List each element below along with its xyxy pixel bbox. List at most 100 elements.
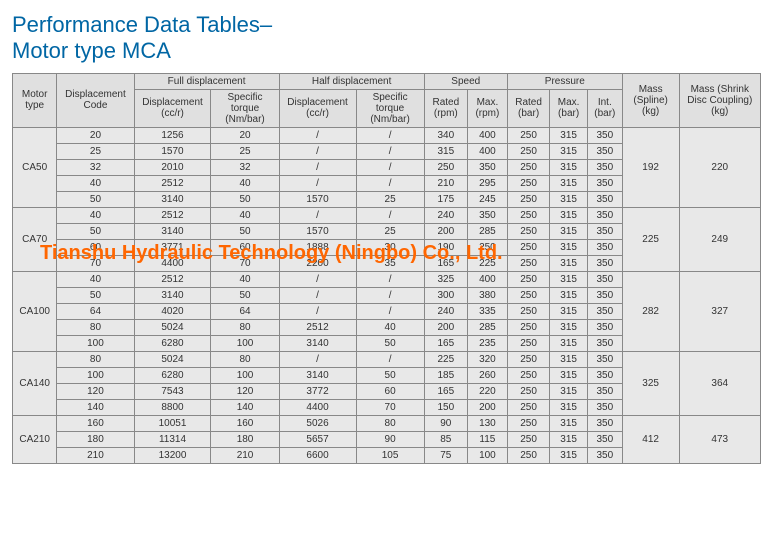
- cell: 80: [57, 319, 134, 335]
- cell: 2512: [134, 175, 211, 191]
- cell: 250: [507, 383, 550, 399]
- cell: 200: [424, 223, 467, 239]
- cell: 315: [550, 335, 588, 351]
- col-disp-code: Displacement Code: [57, 73, 134, 127]
- cell: 2512: [134, 271, 211, 287]
- cell: 320: [467, 351, 507, 367]
- cell: 3140: [134, 287, 211, 303]
- cell-mass-spline: 412: [622, 415, 679, 463]
- cell: 380: [467, 287, 507, 303]
- cell-motor: CA210: [13, 415, 57, 463]
- cell: 100: [57, 335, 134, 351]
- cell: 340: [424, 127, 467, 143]
- cell: 80: [57, 351, 134, 367]
- cell: 315: [550, 303, 588, 319]
- cell: 250: [424, 159, 467, 175]
- cell: 6600: [279, 447, 356, 463]
- cell: 400: [467, 127, 507, 143]
- cell-mass-spline: 192: [622, 127, 679, 207]
- cell: 400: [467, 143, 507, 159]
- col-fd-ccr: Displacement (cc/r): [134, 89, 211, 127]
- cell: 50: [211, 287, 279, 303]
- cell: 90: [356, 431, 424, 447]
- cell: 13200: [134, 447, 211, 463]
- cell: /: [356, 287, 424, 303]
- cell: 3140: [279, 335, 356, 351]
- cell: 1256: [134, 127, 211, 143]
- col-full-disp: Full displacement: [134, 73, 279, 89]
- performance-table: Motor type Displacement Code Full displa…: [12, 73, 761, 464]
- cell: 225: [467, 255, 507, 271]
- cell: 315: [424, 143, 467, 159]
- cell: 250: [507, 207, 550, 223]
- cell: 40: [211, 175, 279, 191]
- col-hd-ccr: Displacement (cc/r): [279, 89, 356, 127]
- cell: 2512: [134, 207, 211, 223]
- col-int-bar: Int. (bar): [587, 89, 622, 127]
- cell: 1570: [134, 143, 211, 159]
- cell: 350: [587, 383, 622, 399]
- cell: 250: [507, 127, 550, 143]
- cell: /: [356, 159, 424, 175]
- cell: 245: [467, 191, 507, 207]
- cell: 105: [356, 447, 424, 463]
- table-row: CA7040251240//240350250315350225249: [13, 207, 761, 223]
- cell: 350: [587, 367, 622, 383]
- col-max-bar: Max. (bar): [550, 89, 588, 127]
- cell: 315: [550, 271, 588, 287]
- cell: 350: [587, 447, 622, 463]
- cell: 4400: [134, 255, 211, 271]
- col-speed: Speed: [424, 73, 507, 89]
- cell: 350: [587, 207, 622, 223]
- cell-mass-shrink: 473: [679, 415, 760, 463]
- cell: 64: [57, 303, 134, 319]
- cell: 25: [356, 223, 424, 239]
- cell: /: [279, 159, 356, 175]
- cell: 160: [211, 415, 279, 431]
- cell: 315: [550, 415, 588, 431]
- cell: 10051: [134, 415, 211, 431]
- cell: 6280: [134, 335, 211, 351]
- cell: 80: [356, 415, 424, 431]
- cell: 350: [587, 303, 622, 319]
- cell: 100: [57, 367, 134, 383]
- cell: 180: [57, 431, 134, 447]
- cell: 250: [507, 335, 550, 351]
- cell: 90: [424, 415, 467, 431]
- cell: 250: [507, 239, 550, 255]
- cell: 315: [550, 367, 588, 383]
- table-row: CA14080502480//225320250315350325364: [13, 351, 761, 367]
- table-row: CA10040251240//325400250315350282327: [13, 271, 761, 287]
- cell: 40: [57, 207, 134, 223]
- cell: 185: [424, 367, 467, 383]
- cell: 3140: [134, 223, 211, 239]
- title-line-1: Performance Data Tables–: [12, 12, 272, 37]
- cell: 64: [211, 303, 279, 319]
- cell: 50: [356, 335, 424, 351]
- cell: 250: [507, 447, 550, 463]
- cell: 50: [211, 223, 279, 239]
- cell: 315: [550, 431, 588, 447]
- cell: 285: [467, 223, 507, 239]
- cell: 250: [507, 159, 550, 175]
- cell-motor: CA70: [13, 207, 57, 271]
- cell: 5657: [279, 431, 356, 447]
- cell: 350: [587, 223, 622, 239]
- col-fd-torque: Specific torque (Nm/bar): [211, 89, 279, 127]
- cell: 350: [587, 143, 622, 159]
- cell: 5024: [134, 351, 211, 367]
- cell: 120: [57, 383, 134, 399]
- cell: /: [356, 127, 424, 143]
- cell: 250: [507, 351, 550, 367]
- cell: 7543: [134, 383, 211, 399]
- cell: 165: [424, 335, 467, 351]
- cell: 5024: [134, 319, 211, 335]
- cell: 100: [467, 447, 507, 463]
- cell: 25: [211, 143, 279, 159]
- table-row: CA21016010051160502680901302503153504124…: [13, 415, 761, 431]
- cell: 315: [550, 143, 588, 159]
- cell: 250: [507, 303, 550, 319]
- cell: /: [279, 175, 356, 191]
- cell-mass-spline: 325: [622, 351, 679, 415]
- col-max-rpm: Max. (rpm): [467, 89, 507, 127]
